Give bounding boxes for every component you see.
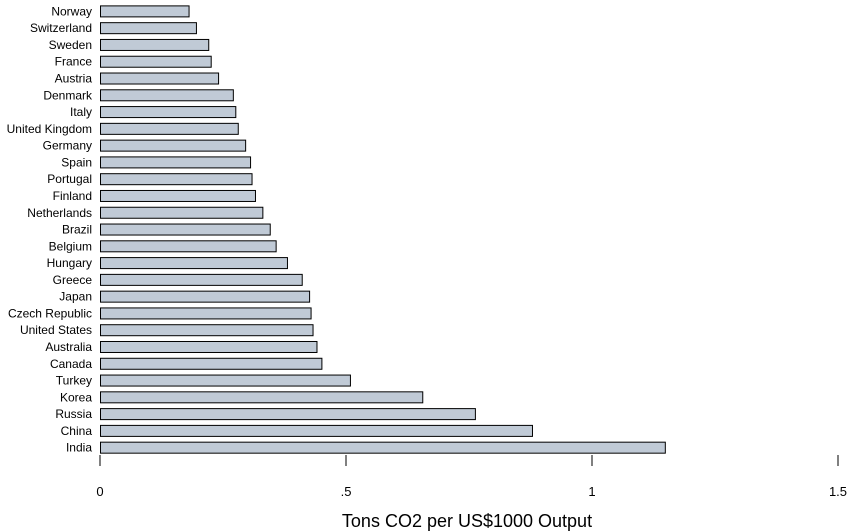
category-label: China (61, 424, 93, 438)
category-label: Korea (60, 390, 92, 404)
bar-austria (100, 72, 220, 85)
bar-denmark (100, 89, 234, 102)
bar-finland (100, 189, 256, 202)
category-label: Sweden (49, 38, 92, 52)
bar-hungary (100, 257, 288, 270)
bar-czech-republic (100, 307, 312, 320)
category-label: Turkey (56, 374, 92, 388)
category-label: Finland (53, 189, 92, 203)
bar-china (100, 424, 533, 437)
category-label: Spain (61, 155, 92, 169)
bar-belgium (100, 240, 277, 253)
x-axis: 0 .5 1 1.5 (96, 455, 847, 499)
bar-brazil (100, 223, 271, 236)
category-label: Hungary (47, 256, 92, 270)
category-label: Italy (70, 105, 92, 119)
category-label: Czech Republic (8, 306, 92, 320)
x-axis-title: Tons CO2 per US$1000 Output (342, 511, 592, 531)
x-tick-label: 1.5 (829, 484, 847, 499)
category-label: Brazil (62, 223, 92, 237)
bar-germany (100, 139, 247, 152)
bar-france (100, 55, 212, 68)
category-label: Greece (53, 273, 93, 287)
bar-canada (100, 357, 323, 370)
bar-russia (100, 408, 476, 421)
category-label: France (55, 55, 93, 69)
bar-netherlands (100, 206, 264, 219)
bar-portugal (100, 173, 253, 186)
bar-turkey (100, 374, 351, 387)
bar-sweden (100, 38, 210, 51)
x-tick-label: 0 (96, 484, 103, 499)
bar-korea (100, 391, 424, 404)
bar-united-kingdom (100, 122, 239, 135)
bar-norway (100, 5, 190, 18)
bar-switzerland (100, 22, 197, 35)
category-label: United Kingdom (7, 122, 92, 136)
category-label: Germany (43, 139, 92, 153)
bar-australia (100, 340, 318, 353)
bars-layer (100, 5, 666, 454)
category-label: Belgium (49, 239, 92, 253)
bar-united-states (100, 324, 314, 337)
bar-india (100, 441, 666, 454)
category-label: Russia (55, 407, 92, 421)
category-label: Austria (55, 72, 93, 86)
bar-italy (100, 106, 237, 119)
category-label: Denmark (43, 88, 93, 102)
bar-spain (100, 156, 252, 169)
x-tick-label: 1 (588, 484, 595, 499)
category-label: Australia (45, 340, 92, 354)
bar-greece (100, 273, 303, 286)
category-label: Portugal (47, 172, 92, 186)
category-label: Switzerland (30, 21, 92, 35)
category-label: India (66, 441, 92, 455)
category-label: Canada (50, 357, 92, 371)
category-label: Netherlands (27, 206, 92, 220)
bar-japan (100, 290, 311, 303)
category-label: Norway (51, 4, 92, 18)
x-tick-label: .5 (341, 484, 352, 499)
category-label: United States (20, 323, 92, 337)
category-labels: Norway Switzerland Sweden France Austria Denm… (7, 4, 93, 454)
category-label: Japan (59, 290, 92, 304)
